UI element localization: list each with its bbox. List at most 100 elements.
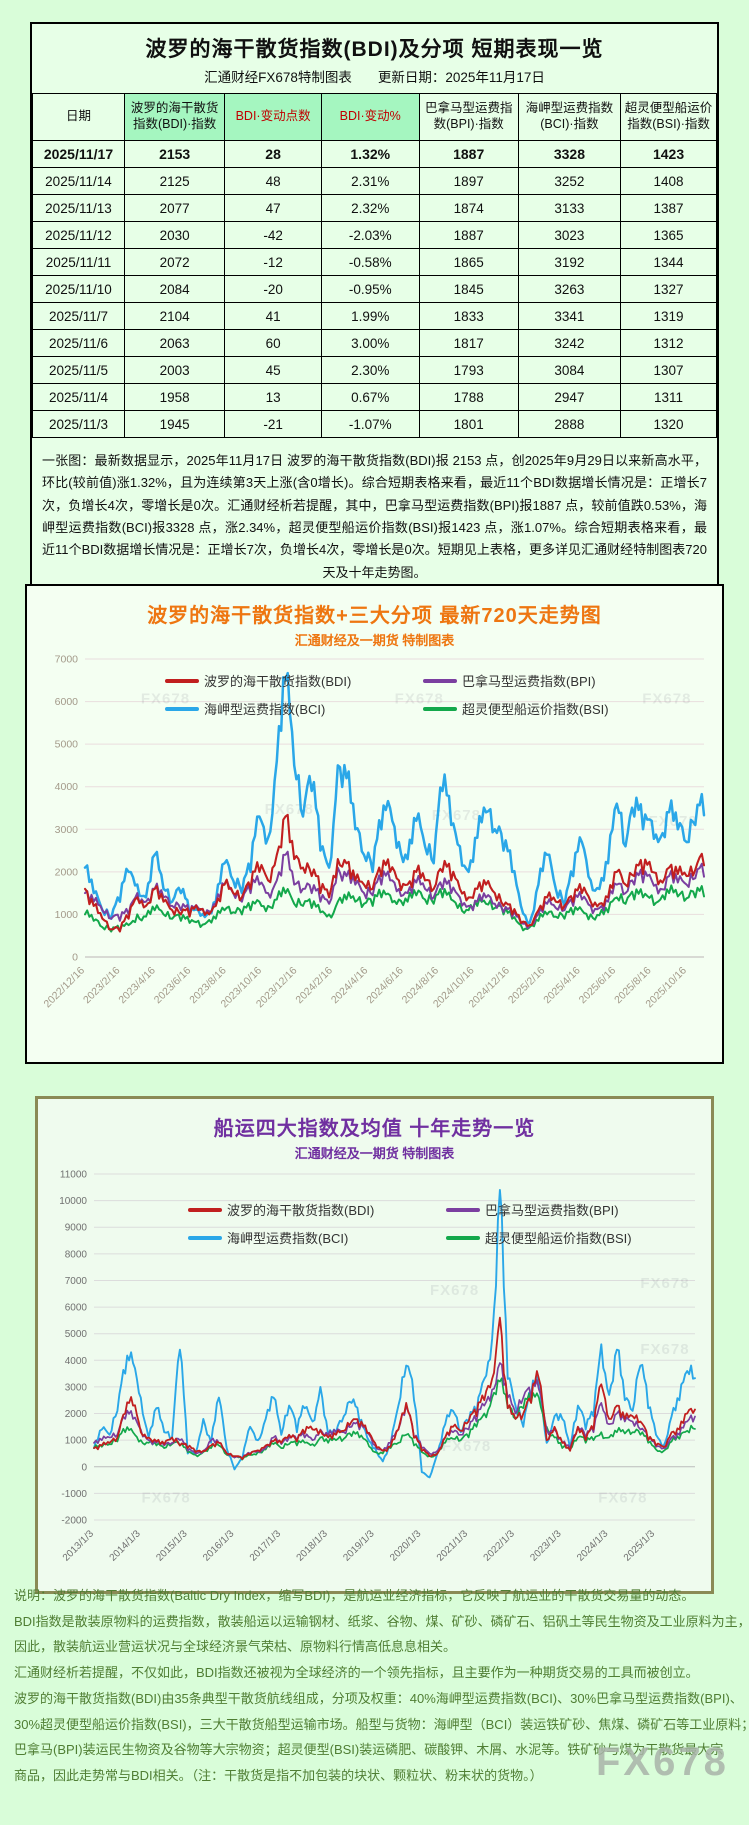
svg-text:2024/4/16: 2024/4/16 [329,965,371,1007]
chart-10y-panel: 船运四大指数及均值 十年走势一览 汇通财经及一期货 特制图表 波罗的海干散货指数… [35,1096,714,1594]
svg-text:2013/1/3: 2013/1/3 [61,1528,97,1564]
bdi-short-term-panel: 波罗的海干散货指数(BDI)及分项 短期表现一览 汇通财经FX678特制图表 更新… [30,22,719,599]
bdi-table: 日期 波罗的海干散货指数(BDI)·指数 BDI·变动点数 BDI·变动% 巴拿马型运费… [32,93,717,438]
legend-line-icon [446,1235,480,1240]
svg-text:2023/1/3: 2023/1/3 [528,1528,564,1564]
table-cell: 0.67% [320,383,420,411]
table-cell: -20 [224,275,322,303]
description-line: 波罗的海干散货指数(BDI)由35条典型干散货航线组成，分项及权重：40%海岬型… [14,1690,743,1706]
table-row: 2025/11/17 2153 28 1.32% 1887 3328 1423 [32,140,717,168]
svg-text:7000: 7000 [65,1276,88,1287]
table-row: 2025/11/11 2072 -12 -0.58% 1865 3192 1344 [32,248,717,276]
table-cell: 13 [224,383,322,411]
svg-text:FX678: FX678 [141,691,190,708]
svg-text:4000: 4000 [65,1356,88,1367]
legend-item: 波罗的海干散货指数(BDI) [165,671,423,690]
table-cell: 3192 [517,248,622,276]
table-cell: 3242 [517,329,622,357]
svg-text:FX678: FX678 [432,807,481,824]
table-cell: -42 [224,221,322,249]
legend-line-icon [446,1207,480,1212]
description-line: 说明：波罗的海干散货指数(Baltic Dry Index，缩写BDI)，是航运… [14,1588,695,1603]
table-cell: -21 [224,410,322,438]
legend-label: 巴拿马型运费指数(BPI) [485,1203,619,1218]
svg-text:2021/1/3: 2021/1/3 [435,1528,471,1564]
table-cell: 48 [224,167,322,195]
table-cell: 2025/11/7 [32,302,125,330]
svg-text:1000: 1000 [55,909,79,921]
legend-line-icon [423,678,457,683]
table-cell: 2.31% [320,167,420,195]
svg-text:8000: 8000 [65,1249,88,1260]
svg-text:3000: 3000 [65,1382,88,1393]
description-text: 说明：波罗的海干散货指数(Baltic Dry Index，缩写BDI)，是航运… [14,1583,749,1789]
column-header: 海岬型运费指数(BCI)·指数 [517,93,622,141]
table-cell: 2025/11/3 [32,410,125,438]
table-cell: 2025/11/4 [32,383,125,411]
legend-label: 波罗的海干散货指数(BDI) [227,1203,375,1218]
table-cell: 1801 [418,410,519,438]
table-cell: 2104 [123,302,226,330]
table-cell: 3133 [517,194,622,222]
table-cell: 1408 [620,167,717,195]
svg-text:5000: 5000 [65,1329,88,1340]
column-header: 日期 [32,93,125,141]
table-cell: 2153 [123,140,226,168]
svg-text:2018/1/3: 2018/1/3 [295,1528,331,1564]
table-cell: 1793 [418,356,519,384]
legend-label: 波罗的海干散货指数(BDI) [204,674,352,689]
svg-text:2023/6/16: 2023/6/16 [152,965,194,1007]
legend-line-icon [188,1207,222,1212]
table-row: 2025/11/10 2084 -20 -0.95% 1845 3263 1327 [32,275,717,303]
svg-text:2025/2/16: 2025/2/16 [506,965,548,1007]
table-cell: 60 [224,329,322,357]
table-cell: 1945 [123,410,226,438]
table-cell: 2025/11/14 [32,167,125,195]
svg-text:1000: 1000 [65,1436,88,1447]
svg-text:2020/1/3: 2020/1/3 [388,1528,424,1564]
table-cell: 3328 [517,140,622,168]
svg-text:2024/2/16: 2024/2/16 [293,965,335,1007]
table-cell: 1788 [418,383,519,411]
description-line: 汇通财经析若提醒，不仅如此，BDI指数还被视为全球经济的一个领先指标，且主要作为… [14,1665,699,1681]
chart-10y-legend: 波罗的海干散货指数(BDI) 巴拿马型运费指数(BPI) 海岬型运费指数(BCI) 超… [188,1200,704,1256]
legend-item: 超灵便型船运价指数(BSI) [446,1228,704,1247]
svg-text:2025/1/3: 2025/1/3 [622,1528,658,1564]
table-row: 2025/11/7 2104 41 1.99% 1833 3341 1319 [32,302,717,330]
svg-text:2024/1/3: 2024/1/3 [575,1528,611,1564]
table-subtitle: 汇通财经FX678特制图表 更新日期：2025年11月17日 [32,66,717,86]
legend-item: 海岬型运费指数(BCI) [165,699,423,718]
table-row: 2025/11/4 1958 13 0.67% 1788 2947 1311 [32,383,717,411]
legend-item: 海岬型运费指数(BCI) [188,1228,446,1247]
table-note: 一张图：最新数据显示，2025年11月17日 波罗的海干散货指数(BDI)报 2… [42,453,707,580]
table-row: 2025/11/14 2125 48 2.31% 1897 3252 1408 [32,167,717,195]
table-cell: 45 [224,356,322,384]
svg-text:2024/6/16: 2024/6/16 [364,965,406,1007]
table-cell: 1845 [418,275,519,303]
table-cell: 1365 [620,221,717,249]
table-cell: 1320 [620,410,717,438]
table-source-label: 汇通财经FX678特制图表 [204,70,352,85]
table-cell: 3263 [517,275,622,303]
svg-text:6000: 6000 [65,1303,88,1314]
chart-10y-wrap: 波罗的海干散货指数(BDI) 巴拿马型运费指数(BPI) 海岬型运费指数(BCI) 超… [38,1164,711,1583]
svg-text:0: 0 [72,952,78,964]
svg-text:4000: 4000 [55,781,79,793]
table-row: 2025/11/5 2003 45 2.30% 1793 3084 1307 [32,356,717,384]
table-cell: 3084 [517,356,622,384]
table-cell: 2063 [123,329,226,357]
table-header-row: 日期 波罗的海干散货指数(BDI)·指数 BDI·变动点数 BDI·变动% 巴拿马型运费… [32,93,717,141]
svg-text:FX678: FX678 [430,1282,479,1299]
chart-720d-wrap: 波罗的海干散货指数(BDI) 巴拿马型运费指数(BPI) 海岬型运费指数(BCI) 超… [27,651,722,1028]
legend-item: 超灵便型船运价指数(BSI) [423,699,681,718]
table-cell: 3341 [517,302,622,330]
svg-text:2000: 2000 [55,866,79,878]
svg-text:2014/1/3: 2014/1/3 [108,1528,144,1564]
table-cell: 1.32% [320,140,420,168]
column-header: BDI·变动点数 [224,93,322,141]
table-row: 2025/11/6 2063 60 3.00% 1817 3242 1312 [32,329,717,357]
table-cell: 3023 [517,221,622,249]
svg-text:FX678: FX678 [598,1490,647,1507]
table-cell: 2077 [123,194,226,222]
table-update-date: 更新日期：2025年11月17日 [377,70,545,85]
